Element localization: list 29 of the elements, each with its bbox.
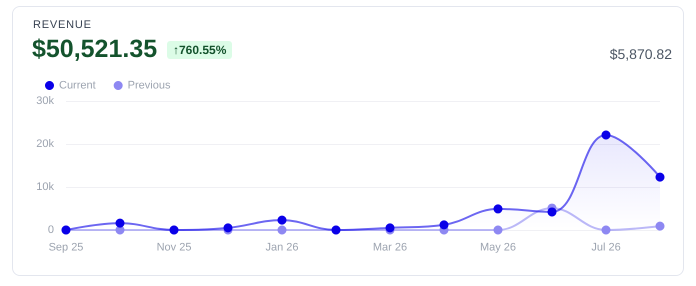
chart-subtitle: $50,521.35	[32, 35, 158, 64]
point	[494, 226, 502, 234]
text: ↑760.55%	[167, 41, 232, 59]
point	[548, 207, 556, 216]
point	[278, 216, 286, 225]
point	[602, 130, 610, 140]
point	[602, 226, 610, 234]
y-tick-label: 10k	[36, 181, 54, 193]
x-tick-label: May 26	[480, 242, 516, 254]
y-tick-label: 30k	[36, 95, 54, 107]
legend-label: Current	[59, 80, 96, 92]
text: $5,870.82	[610, 46, 672, 62]
x-tick-label: Sep 25	[48, 242, 84, 254]
point	[440, 220, 448, 230]
point	[386, 223, 394, 232]
x-tick-label: Mar 26	[372, 242, 408, 254]
x-tick-label: Jan 26	[265, 242, 299, 254]
point	[116, 218, 124, 228]
point	[656, 172, 664, 182]
legend-label: Previous	[128, 80, 171, 92]
chart-title: REVENUE	[33, 19, 92, 31]
y-tick-label: 0	[48, 224, 54, 236]
point	[656, 222, 664, 231]
y-tick-label: 20k	[36, 138, 54, 150]
point	[224, 223, 232, 232]
x-tick-label: Jul 26	[591, 242, 621, 254]
point	[278, 226, 286, 234]
x-tick-label: Nov 25	[156, 242, 192, 254]
point	[494, 204, 502, 214]
